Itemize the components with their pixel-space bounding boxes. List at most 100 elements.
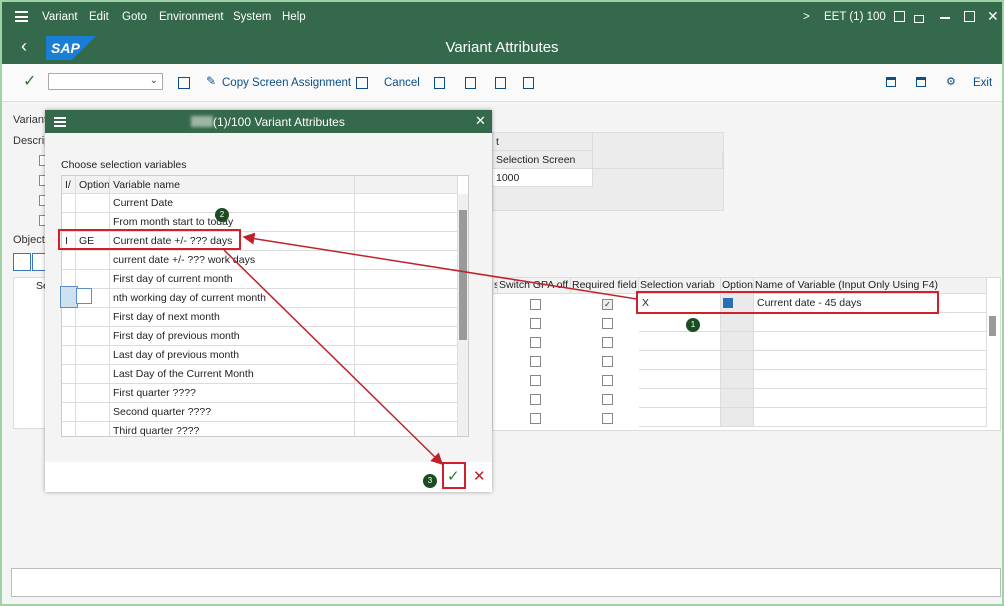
cell[interactable] [721, 351, 754, 370]
cell[interactable] [62, 251, 76, 270]
cell[interactable] [355, 270, 458, 289]
cell[interactable] [355, 365, 458, 384]
row-name[interactable]: Current Date [110, 194, 355, 213]
checkbox[interactable] [602, 375, 613, 386]
cell[interactable] [355, 251, 458, 270]
icon[interactable] [465, 77, 476, 89]
cell[interactable] [355, 384, 458, 403]
checkbox[interactable] [602, 394, 613, 405]
checkbox[interactable] [530, 356, 541, 367]
cell[interactable] [76, 346, 110, 365]
checkbox[interactable] [602, 337, 613, 348]
confirm-button[interactable]: ✓ [447, 468, 460, 485]
menu-item[interactable]: Edit [89, 11, 109, 23]
checkbox[interactable] [602, 413, 613, 424]
icon[interactable] [886, 77, 896, 87]
checkbox[interactable] [602, 356, 613, 367]
cell[interactable] [76, 327, 110, 346]
cancel-button[interactable]: Cancel [384, 77, 420, 89]
row-name[interactable]: From month start to today [110, 213, 355, 232]
cell[interactable] [754, 389, 987, 408]
cell[interactable] [639, 389, 721, 408]
cell[interactable] [355, 346, 458, 365]
cell[interactable]: GE [76, 232, 110, 251]
cell[interactable] [355, 194, 458, 213]
cell[interactable] [639, 351, 721, 370]
row-name[interactable]: Second quarter ???? [110, 403, 355, 422]
cell[interactable] [754, 408, 987, 427]
row-name[interactable]: Last Day of the Current Month [110, 365, 355, 384]
row-name[interactable]: current date +/- ??? work days [110, 251, 355, 270]
cell[interactable] [62, 384, 76, 403]
cell[interactable]: I [62, 232, 76, 251]
row-name[interactable]: First day of previous month [110, 327, 355, 346]
cell[interactable] [62, 365, 76, 384]
checkbox[interactable] [530, 394, 541, 405]
cell[interactable] [76, 251, 110, 270]
checkbox[interactable] [530, 318, 541, 329]
cell[interactable] [355, 308, 458, 327]
minimize[interactable] [940, 17, 950, 19]
cell[interactable] [76, 308, 110, 327]
cell[interactable] [62, 346, 76, 365]
cell[interactable] [355, 289, 458, 308]
menu-item[interactable]: Environment [159, 11, 224, 23]
checkbox[interactable] [530, 413, 541, 424]
cancel-button[interactable]: ✕ [473, 468, 486, 485]
cell[interactable] [721, 370, 754, 389]
cell[interactable] [76, 194, 110, 213]
cell[interactable] [639, 332, 721, 351]
menu-item[interactable]: System [233, 11, 272, 23]
back[interactable]: ‹ [21, 36, 27, 56]
cell[interactable] [76, 384, 110, 403]
icon[interactable] [495, 77, 506, 89]
close[interactable]: ✕ [475, 113, 486, 128]
copy-button[interactable]: Copy Screen Assignment [222, 77, 352, 89]
scrollbar[interactable] [989, 316, 996, 336]
icon[interactable] [914, 15, 924, 23]
menu-item[interactable]: Help [282, 11, 306, 23]
cell[interactable] [76, 403, 110, 422]
icon[interactable] [523, 77, 534, 89]
cell[interactable] [721, 313, 754, 332]
cell[interactable] [355, 327, 458, 346]
row-name[interactable]: First day of current month [110, 270, 355, 289]
row-name[interactable]: Third quarter ???? [110, 422, 355, 436]
checkbox[interactable] [602, 318, 613, 329]
close[interactable]: ✕ [987, 8, 999, 24]
cell[interactable] [754, 370, 987, 389]
cell[interactable] [355, 232, 458, 251]
row-name[interactable]: First day of next month [110, 308, 355, 327]
maximize[interactable] [964, 11, 975, 22]
cell[interactable] [76, 365, 110, 384]
row-name[interactable]: First quarter ???? [110, 384, 355, 403]
cell[interactable] [62, 327, 76, 346]
cell[interactable] [355, 213, 458, 232]
checkbox[interactable] [530, 337, 541, 348]
cell[interactable] [754, 313, 987, 332]
cell[interactable] [721, 332, 754, 351]
cell[interactable] [639, 408, 721, 427]
icon-button[interactable] [76, 288, 92, 304]
cell[interactable] [76, 270, 110, 289]
cell[interactable] [76, 422, 110, 436]
cell[interactable] [62, 213, 76, 232]
hamburger[interactable] [54, 117, 66, 127]
row-name[interactable]: nth working day of current month [110, 289, 355, 308]
cell[interactable] [76, 213, 110, 232]
icon[interactable] [916, 77, 926, 87]
cell[interactable] [721, 408, 754, 427]
row-name[interactable]: Current date +/- ??? days [110, 232, 355, 251]
enter-button[interactable]: ✓ [23, 73, 37, 90]
row-name[interactable]: Last day of previous month [110, 346, 355, 365]
icon[interactable] [434, 77, 445, 89]
hamburger[interactable] [15, 11, 28, 22]
cell[interactable] [62, 308, 76, 327]
cell[interactable] [76, 289, 110, 308]
cell[interactable] [639, 370, 721, 389]
cell[interactable] [721, 389, 754, 408]
scroll-thumb[interactable] [459, 210, 467, 340]
cell[interactable] [62, 422, 76, 436]
cell[interactable] [754, 332, 987, 351]
checkbox[interactable] [530, 375, 541, 386]
